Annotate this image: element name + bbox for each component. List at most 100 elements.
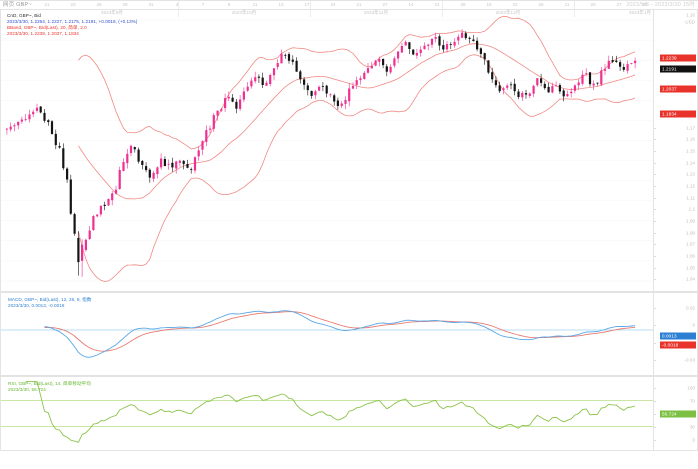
axis-tick-label: 70 — [689, 398, 695, 403]
rsi-y-axis[interactable]: 100705030056.724 — [653, 377, 697, 450]
axis-tick-label: 1.1 — [688, 206, 695, 212]
price-legend: CnD, GBP~, Bid 2023/3/30, 1.2264, 1.2227… — [7, 13, 137, 38]
axis-tick-mark — [654, 400, 656, 402]
breadcrumb[interactable]: 网页 GBP~ — [3, 2, 32, 8]
x-axis-month-label: 2023年10月 — [231, 10, 257, 15]
x-axis-tick: 21 — [356, 2, 362, 7]
macd-panel[interactable]: MACD, GBP~, Bid(Last), 12, 26, 9, 指数 202… — [0, 292, 698, 376]
axis-tick-mark — [654, 209, 656, 211]
price-chart-panel[interactable]: CnD, GBP~, Bid 2023/3/30, 1.2264, 1.2227… — [0, 9, 698, 292]
macd-legend-values: 2023/3/30, 0.0013, -0.0018 — [8, 303, 65, 309]
axis-tick-mark — [654, 325, 656, 327]
axis-tick-label: 1.04 — [686, 276, 695, 282]
axis-tick-label: 1.12 — [686, 183, 695, 189]
x-axis-month-label: 2023年12月 — [495, 10, 521, 15]
x-axis-month-label: 2023年11月 — [363, 10, 389, 15]
axis-top-value: 1.16 — [686, 12, 695, 18]
price-y-axis[interactable]: 1.17 1.16 1.15 1.14 1.13 1.12 1.11 1.1 1.09 1.08 1… — [653, 10, 697, 291]
axis-tick-label: 0.02 — [686, 305, 695, 311]
x-axis-tick: 22 — [512, 2, 518, 7]
x-axis-line — [0, 0, 698, 1]
axis-tick-label: 1.16 — [686, 136, 695, 142]
x-axis-separator — [178, 1, 179, 17]
axis-tick-label: 1.14 — [686, 160, 695, 166]
x-axis-tick: 17 — [304, 2, 310, 7]
x-axis-tick: 20 — [590, 2, 596, 7]
axis-tick-label: 1.05 — [686, 265, 695, 271]
axis-tick-label: 0 — [692, 322, 695, 328]
x-axis-tick: 9 — [227, 2, 231, 7]
axis-tick-label: 1.11 — [686, 195, 695, 201]
price-legend-title: CnD, GBP~, Bid — [7, 13, 42, 18]
axis-tick-mark — [654, 413, 656, 415]
macd-legend: MACD, GBP~, Bid(Last), 12, 26, 9, 指数 202… — [8, 297, 91, 309]
x-axis-month-label: 2023年1月 — [629, 10, 651, 15]
price-legend-indicator-values: 2023/3/30, 1.2239, 1.2037, 1.1834 — [7, 31, 79, 37]
x-axis-tick: 7 — [201, 2, 205, 7]
x-axis-tick: 31 — [148, 2, 154, 7]
x-axis-tick: 27 — [382, 2, 388, 7]
axis-tick-label: 1.09 — [686, 218, 695, 224]
x-axis-month-label: 2023年9月 — [101, 10, 123, 15]
price-tag[interactable]: 1.1834 — [660, 110, 696, 118]
price-tag[interactable]: 0.0013 — [660, 332, 696, 340]
price-tag[interactable]: 56.724 — [660, 410, 696, 418]
x-axis-tick: 13 — [278, 2, 284, 7]
rsi-panel[interactable]: RSI, GBP~, Bid(Last), 14, 简单移动平均 2023/3/… — [0, 376, 698, 451]
x-axis-tick: 11 — [252, 2, 258, 7]
macd-svg — [1, 310, 653, 358]
x-axis-tick: 21 — [44, 2, 50, 7]
x-axis-tick: 26 — [538, 2, 544, 7]
x-axis-tick: 28 — [460, 2, 466, 7]
price-tag[interactable]: 1.2037 — [660, 85, 696, 93]
axis-tick-label: 1.06 — [686, 253, 695, 259]
date-range-label: 2023/5/5 - 2023/3/30 15时 — [626, 2, 695, 8]
macd-y-axis[interactable]: 0.020-0.02-0.030.0013-0.0018 — [653, 293, 697, 375]
x-axis-tick: 14 — [408, 2, 414, 7]
axis-tick-label: 30 — [689, 424, 695, 429]
axis-tick-mark — [654, 267, 656, 269]
axis-tick-mark — [654, 307, 656, 309]
price-tag[interactable]: -0.0018 — [660, 341, 696, 349]
axis-tick-mark — [654, 279, 656, 281]
axis-tick-mark — [654, 197, 656, 199]
axis-tick-mark — [654, 186, 656, 188]
axis-tick-label: 0 — [692, 437, 695, 442]
x-axis-separator — [442, 1, 443, 17]
price-legend-quote: 2023/3/30, 1.2264, 1.2227, 1.2175, 1.219… — [7, 19, 138, 25]
x-axis-tick: 26 — [96, 2, 102, 7]
x-axis-tick: 4 — [175, 2, 179, 7]
axis-tick-label: 1.17 — [686, 125, 695, 131]
axis-tick-mark — [654, 439, 656, 441]
axis-tick-label: 100 — [687, 385, 695, 390]
axis-tick-mark — [654, 342, 656, 344]
axis-tick-mark — [654, 220, 656, 222]
x-axis-tick: 23 — [70, 2, 76, 7]
axis-tick-mark — [654, 162, 656, 164]
axis-tick-mark — [654, 232, 656, 234]
price-legend-indicator: BBand, GBP~, Bid(Last), 20, 简单, 2.0 — [7, 25, 87, 31]
axis-tick-mark — [654, 127, 656, 129]
axis-tick-mark — [654, 174, 656, 176]
x-axis-tick: 21 — [434, 2, 440, 7]
x-axis-tick: 11 — [564, 2, 570, 7]
price-plot-area[interactable] — [1, 10, 653, 291]
axis-tick-label: 1.08 — [686, 230, 695, 236]
x-axis-tick: 27 — [616, 2, 622, 7]
axis-tick-mark — [654, 387, 656, 389]
x-axis-tick: 28 — [122, 2, 128, 7]
axis-tick-label: 1.07 — [686, 241, 695, 247]
axis-tick-label: 1.15 — [686, 148, 695, 154]
macd-plot-area[interactable] — [1, 293, 653, 375]
x-axis-separator — [310, 1, 311, 17]
x-axis-tick: 15 — [486, 2, 492, 7]
x-axis-tick: 24 — [330, 2, 336, 7]
axis-tick-label: -0.03 — [684, 357, 695, 363]
axis-tick-mark — [654, 255, 656, 257]
axis-tick-mark — [654, 426, 656, 428]
rsi-plot-area[interactable] — [1, 377, 653, 450]
price-tag[interactable]: 1.2239 — [660, 54, 696, 62]
axis-tick-mark — [654, 151, 656, 153]
price-tag[interactable]: 1.2191 — [660, 65, 696, 73]
